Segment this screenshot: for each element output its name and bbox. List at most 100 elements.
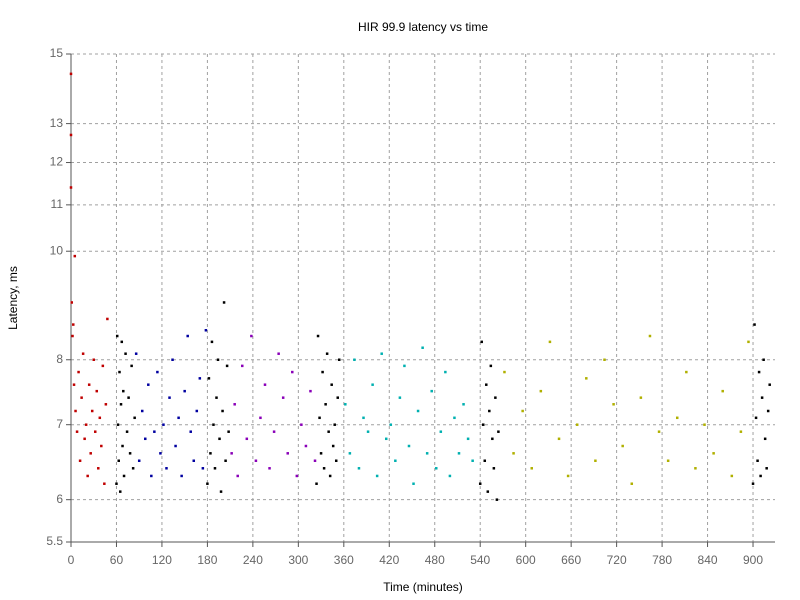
point: [548, 340, 552, 344]
point: [241, 364, 244, 368]
y-tick-label: 11: [51, 197, 64, 211]
point: [471, 459, 474, 462]
point: [71, 334, 74, 338]
point: [115, 334, 119, 338]
point: [425, 452, 429, 455]
point: [121, 444, 124, 448]
point: [98, 416, 102, 420]
point: [201, 467, 205, 470]
point: [694, 467, 697, 470]
x-tick-label: 60: [110, 553, 124, 567]
point: [77, 370, 80, 374]
point: [403, 364, 406, 368]
point: [174, 444, 177, 448]
point: [90, 409, 94, 413]
point: [497, 430, 500, 433]
point: [344, 403, 347, 406]
point: [353, 358, 356, 362]
point: [384, 437, 388, 441]
point: [503, 370, 506, 374]
point: [162, 423, 165, 426]
point: [133, 416, 136, 420]
point: [330, 383, 333, 386]
point: [140, 409, 144, 413]
y-tick-label: 13: [50, 116, 64, 130]
point: [259, 416, 262, 420]
point: [104, 403, 108, 406]
point: [621, 444, 624, 448]
point: [327, 430, 330, 433]
x-tick-label: 120: [152, 553, 172, 567]
point: [760, 396, 764, 399]
point: [95, 389, 99, 393]
point: [73, 254, 77, 258]
point: [100, 444, 103, 448]
point: [131, 467, 135, 470]
point: [486, 490, 490, 493]
point: [180, 474, 183, 478]
point: [333, 423, 336, 426]
point: [171, 358, 174, 362]
point: [712, 452, 715, 455]
point: [416, 409, 420, 413]
point: [281, 396, 285, 399]
y-tick-label: 15: [50, 46, 64, 60]
point: [101, 364, 105, 368]
point: [177, 416, 180, 420]
point: [263, 383, 267, 386]
point: [435, 467, 438, 470]
point: [119, 403, 123, 406]
point: [444, 370, 447, 374]
point: [295, 474, 299, 478]
point: [703, 423, 706, 426]
point: [130, 364, 133, 368]
point: [81, 352, 85, 355]
point: [216, 358, 220, 362]
point: [512, 452, 515, 455]
point: [325, 352, 329, 355]
point: [186, 334, 189, 338]
point: [612, 403, 615, 406]
point: [331, 444, 335, 448]
point: [204, 329, 208, 332]
y-axis-label: Latency, ms: [6, 266, 20, 330]
point: [97, 467, 100, 470]
point: [316, 334, 320, 338]
x-axis-label: Time (minutes): [383, 580, 463, 594]
point: [272, 430, 276, 433]
point: [195, 409, 199, 413]
point: [754, 416, 758, 420]
point: [439, 430, 443, 433]
chart-title: HIR 99.9 latency vs time: [358, 20, 488, 34]
point: [233, 403, 236, 406]
point: [762, 358, 765, 362]
point: [192, 459, 196, 462]
point: [492, 467, 496, 470]
point: [304, 444, 308, 448]
point: [739, 430, 743, 433]
point: [219, 490, 223, 493]
x-tick-label: 360: [334, 553, 354, 567]
point: [453, 416, 456, 420]
point: [478, 482, 482, 485]
point: [120, 340, 124, 344]
point: [489, 364, 493, 368]
point: [215, 396, 218, 399]
point: [106, 317, 109, 321]
point: [328, 474, 332, 478]
point: [89, 452, 92, 455]
point: [585, 377, 588, 380]
point: [250, 334, 253, 338]
point: [206, 482, 209, 485]
point: [756, 459, 759, 462]
point: [603, 358, 606, 362]
point: [491, 437, 494, 441]
point: [753, 323, 756, 326]
point: [122, 474, 126, 478]
point: [763, 437, 767, 441]
point: [236, 474, 239, 478]
point: [147, 383, 150, 386]
point: [575, 423, 579, 426]
x-tick-label: 660: [561, 553, 581, 567]
point: [125, 430, 129, 433]
